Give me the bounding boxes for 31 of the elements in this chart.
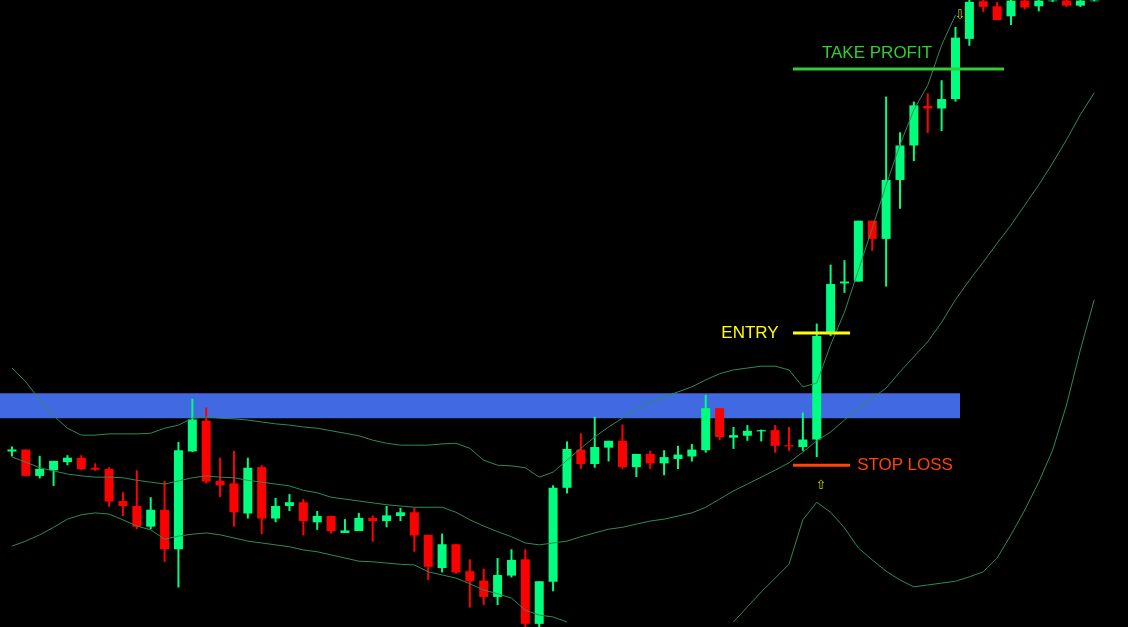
candlestick [728,425,738,450]
candlestick [645,449,655,470]
annotation: ⇧ [815,477,827,492]
candlestick [368,514,378,543]
candlestick [271,496,281,524]
candlestick [798,411,808,452]
candlestick [215,456,225,499]
candlestick [49,459,59,487]
candlestick [312,510,322,531]
candlestick [382,504,392,529]
candlestick [673,444,683,470]
candlestick [937,79,947,133]
candlestick [590,415,600,469]
candlestick [437,532,447,574]
annotation: ⇩ [954,7,966,22]
candlestick [35,454,45,480]
candlestick [118,491,128,518]
candlestick [465,558,475,609]
candlestick [493,557,503,607]
candlestick [770,424,780,454]
ref-line-label: TAKE PROFIT [821,42,933,62]
candlestick [132,469,142,531]
candlestick [659,449,669,477]
candlestick [146,496,156,531]
ref-line-label: ENTRY [721,322,779,342]
candlestick [409,506,419,553]
candlestick [1006,0,1016,27]
candlestick [506,548,516,579]
candlestick [298,498,308,537]
ref-line-label: STOP LOSS [857,455,953,475]
candlestick [576,432,586,470]
